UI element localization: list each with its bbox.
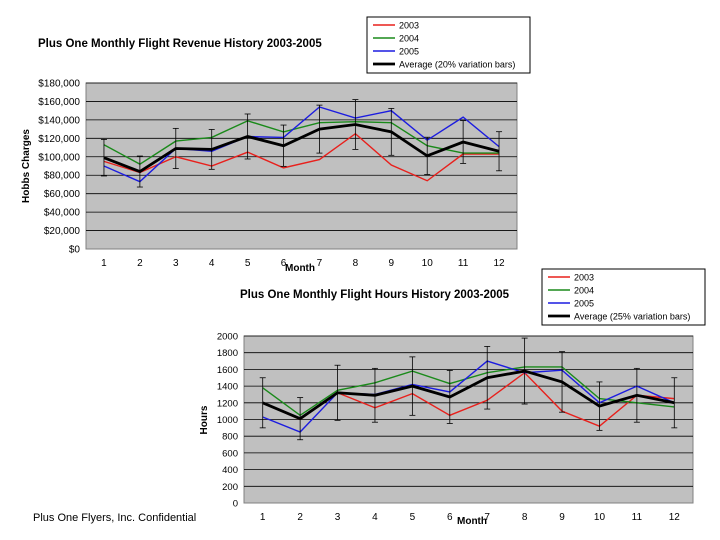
hours-ytick-label: 0 (233, 499, 238, 510)
revenue-series-line-3 (103, 123, 500, 174)
hours-xtick-label: 2 (297, 512, 303, 523)
hours-xtick-label: 4 (372, 512, 378, 523)
hours-y-axis-label: Hours (199, 405, 210, 434)
hours-ytick-label: 1800 (217, 348, 238, 359)
revenue-legend-label: 2005 (399, 47, 419, 57)
hours-ytick-label: 2000 (217, 332, 238, 343)
revenue-y-axis-label: Hobbs Charges (21, 129, 32, 203)
hours-legend-label: 2005 (574, 299, 594, 309)
revenue-ytick-label: $60,000 (44, 189, 81, 200)
hours-xtick-label: 3 (335, 512, 341, 523)
revenue-xtick-label: 7 (317, 258, 323, 269)
hours-series-line-3 (262, 369, 675, 421)
hours-ytick-label: 1000 (217, 415, 238, 426)
hours-xtick-label: 10 (594, 512, 606, 523)
hours-ytick-label: 1200 (217, 398, 238, 409)
hours-legend-label: Average (25% variation bars) (574, 312, 690, 322)
hours-ytick-label: 800 (222, 432, 238, 443)
hours-xtick-label: 1 (260, 512, 266, 523)
revenue-ytick-label: $0 (69, 245, 81, 256)
revenue-ytick-label: $40,000 (44, 208, 81, 219)
revenue-ytick-label: $20,000 (44, 226, 81, 237)
revenue-legend-label: 2003 (399, 21, 419, 31)
footer-confidential: Plus One Flyers, Inc. Confidential (33, 512, 197, 524)
revenue-xtick-label: 10 (422, 258, 434, 269)
hours-ytick-label: 1600 (217, 365, 238, 376)
hours-ytick-label: 400 (222, 465, 238, 476)
revenue-x-axis-label: Month (285, 263, 315, 274)
revenue-ytick-label: $180,000 (38, 79, 80, 90)
hours-xtick-label: 9 (559, 512, 565, 523)
hours-series-line-2 (262, 360, 675, 433)
revenue-ytick-label: $140,000 (38, 115, 80, 126)
revenue-chart-title: Plus One Monthly Flight Revenue History … (38, 38, 322, 50)
revenue-xtick-label: 11 (458, 258, 469, 269)
revenue-ytick-label: $80,000 (44, 171, 81, 182)
revenue-series-line-1 (103, 120, 500, 165)
revenue-xtick-label: 6 (281, 258, 287, 269)
revenue-xtick-label: 1 (101, 258, 107, 269)
revenue-legend-label: Average (20% variation bars) (399, 60, 515, 70)
revenue-series-line-2 (103, 106, 500, 183)
hours-ytick-label: 600 (222, 448, 238, 459)
hours-ytick-label: 1400 (217, 382, 238, 393)
hours-chart-title: Plus One Monthly Flight Hours History 20… (240, 289, 510, 301)
hours-legend-label: 2003 (574, 273, 594, 283)
revenue-ytick-label: $120,000 (38, 134, 80, 145)
revenue-ytick-label: $100,000 (38, 152, 80, 163)
hours-xtick-label: 12 (669, 512, 681, 523)
revenue-ytick-label: $160,000 (38, 97, 80, 108)
revenue-xtick-label: 8 (353, 258, 359, 269)
hours-xtick-label: 7 (484, 512, 490, 523)
revenue-legend-label: 2004 (399, 34, 419, 44)
hours-xtick-label: 8 (522, 512, 528, 523)
revenue-series-line-0 (103, 132, 500, 182)
revenue-xtick-label: 5 (245, 258, 251, 269)
hours-xtick-label: 6 (447, 512, 453, 523)
revenue-xtick-label: 2 (137, 258, 143, 269)
hours-ytick-label: 200 (222, 482, 238, 493)
hours-xtick-label: 5 (410, 512, 416, 523)
hours-legend-label: 2004 (574, 286, 594, 296)
revenue-xtick-label: 4 (209, 258, 215, 269)
revenue-xtick-label: 9 (389, 258, 395, 269)
hours-xtick-label: 11 (632, 512, 643, 523)
revenue-xtick-label: 3 (173, 258, 179, 269)
hours-x-axis-label: Month (457, 516, 487, 527)
revenue-xtick-label: 12 (493, 258, 505, 269)
